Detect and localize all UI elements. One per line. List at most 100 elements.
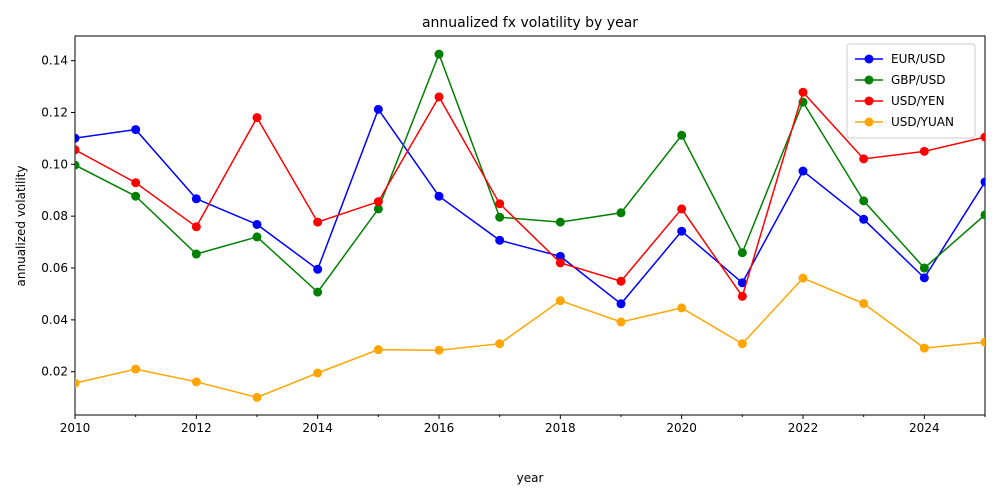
- data-point: [919, 146, 929, 156]
- data-point: [859, 214, 869, 224]
- data-point: [980, 210, 985, 220]
- data-point: [252, 113, 262, 123]
- data-point: [434, 92, 444, 102]
- data-point: [980, 177, 985, 187]
- data-point: [677, 226, 687, 236]
- series-eur-usd: [75, 104, 985, 309]
- x-tick-label: 2018: [545, 421, 576, 435]
- series-usd-yuan: [75, 273, 985, 402]
- data-point: [616, 276, 626, 286]
- data-point: [191, 377, 201, 387]
- data-point: [677, 303, 687, 313]
- data-point: [373, 345, 383, 355]
- data-point: [75, 378, 80, 388]
- data-point: [495, 212, 505, 222]
- data-point: [555, 258, 565, 268]
- legend-item: EUR/USD: [855, 52, 945, 66]
- y-tick-label: 0.06: [41, 261, 68, 275]
- series-line: [75, 90, 985, 298]
- data-point: [859, 154, 869, 164]
- data-point: [252, 392, 262, 402]
- x-tick-label: 2010: [60, 421, 91, 435]
- data-point: [313, 368, 323, 378]
- data-point: [191, 194, 201, 204]
- data-point: [859, 299, 869, 309]
- x-tick-label: 2024: [909, 421, 940, 435]
- data-point: [737, 248, 747, 258]
- legend-marker: [864, 75, 874, 85]
- data-point: [373, 197, 383, 207]
- y-axis: 0.02 0.04 0.06 0.08 0.10 0.12 0.14: [41, 54, 75, 379]
- data-point: [737, 291, 747, 301]
- data-point: [737, 278, 747, 288]
- data-point: [555, 251, 565, 261]
- data-point: [737, 339, 747, 349]
- chart-title: annualized fx volatility by year: [422, 15, 638, 31]
- y-tick-label: 0.02: [41, 365, 68, 379]
- data-point: [859, 196, 869, 206]
- legend: EUR/USD GBP/USD USD/YEN USD/YUAN: [846, 43, 976, 139]
- legend-item: USD/YEN: [855, 94, 945, 108]
- series-gbp-usd: [75, 49, 985, 297]
- data-point: [495, 339, 505, 349]
- legend-marker: [864, 117, 874, 127]
- data-point: [313, 217, 323, 227]
- x-axis-label: year: [517, 471, 544, 485]
- data-point: [252, 232, 262, 242]
- y-tick-label: 0.10: [41, 157, 68, 171]
- series-group: [75, 49, 985, 402]
- data-point: [75, 133, 80, 143]
- data-point: [131, 178, 141, 188]
- x-axis: 2010 2012 2014 2016 2018 2020 2022 2024: [60, 415, 986, 435]
- data-point: [313, 264, 323, 274]
- legend-label: GBP/USD: [891, 73, 945, 87]
- x-tick-label: 2022: [788, 421, 819, 435]
- data-point: [434, 191, 444, 201]
- data-point: [798, 273, 808, 283]
- series-line: [75, 277, 985, 399]
- data-point: [980, 132, 985, 142]
- y-tick-label: 0.12: [41, 105, 68, 119]
- data-point: [555, 217, 565, 227]
- data-point: [919, 263, 929, 273]
- data-point: [191, 249, 201, 259]
- data-point: [677, 204, 687, 214]
- legend-item: GBP/USD: [855, 73, 945, 87]
- x-tick-label: 2016: [424, 421, 455, 435]
- legend-label: USD/YEN: [891, 94, 945, 108]
- data-point: [191, 222, 201, 232]
- data-point: [980, 337, 985, 347]
- data-point: [495, 235, 505, 245]
- data-point: [919, 343, 929, 353]
- data-point: [131, 125, 141, 135]
- data-point: [798, 87, 808, 97]
- legend-item: USD/YUAN: [855, 115, 954, 129]
- series-line: [75, 52, 985, 294]
- y-axis-label: annualized volatility: [14, 166, 28, 287]
- data-point: [131, 364, 141, 374]
- legend-label: USD/YUAN: [891, 115, 954, 129]
- data-point: [131, 191, 141, 201]
- data-point: [373, 104, 383, 114]
- data-point: [434, 49, 444, 59]
- x-tick-label: 2014: [302, 421, 333, 435]
- data-point: [798, 166, 808, 176]
- legend-box: [846, 43, 976, 139]
- y-tick-label: 0.14: [41, 54, 68, 68]
- y-tick-label: 0.08: [41, 209, 68, 223]
- x-tick-label: 2020: [666, 421, 697, 435]
- legend-marker: [864, 54, 874, 64]
- data-point: [373, 204, 383, 214]
- data-point: [677, 130, 687, 140]
- data-point: [555, 296, 565, 306]
- data-point: [75, 160, 80, 170]
- data-point: [252, 219, 262, 229]
- data-point: [313, 287, 323, 297]
- x-tick-label: 2012: [181, 421, 212, 435]
- plot-area: [74, 35, 986, 416]
- data-point: [919, 273, 929, 283]
- y-tick-label: 0.04: [41, 313, 68, 327]
- data-point: [434, 345, 444, 355]
- legend-label: EUR/USD: [891, 52, 945, 66]
